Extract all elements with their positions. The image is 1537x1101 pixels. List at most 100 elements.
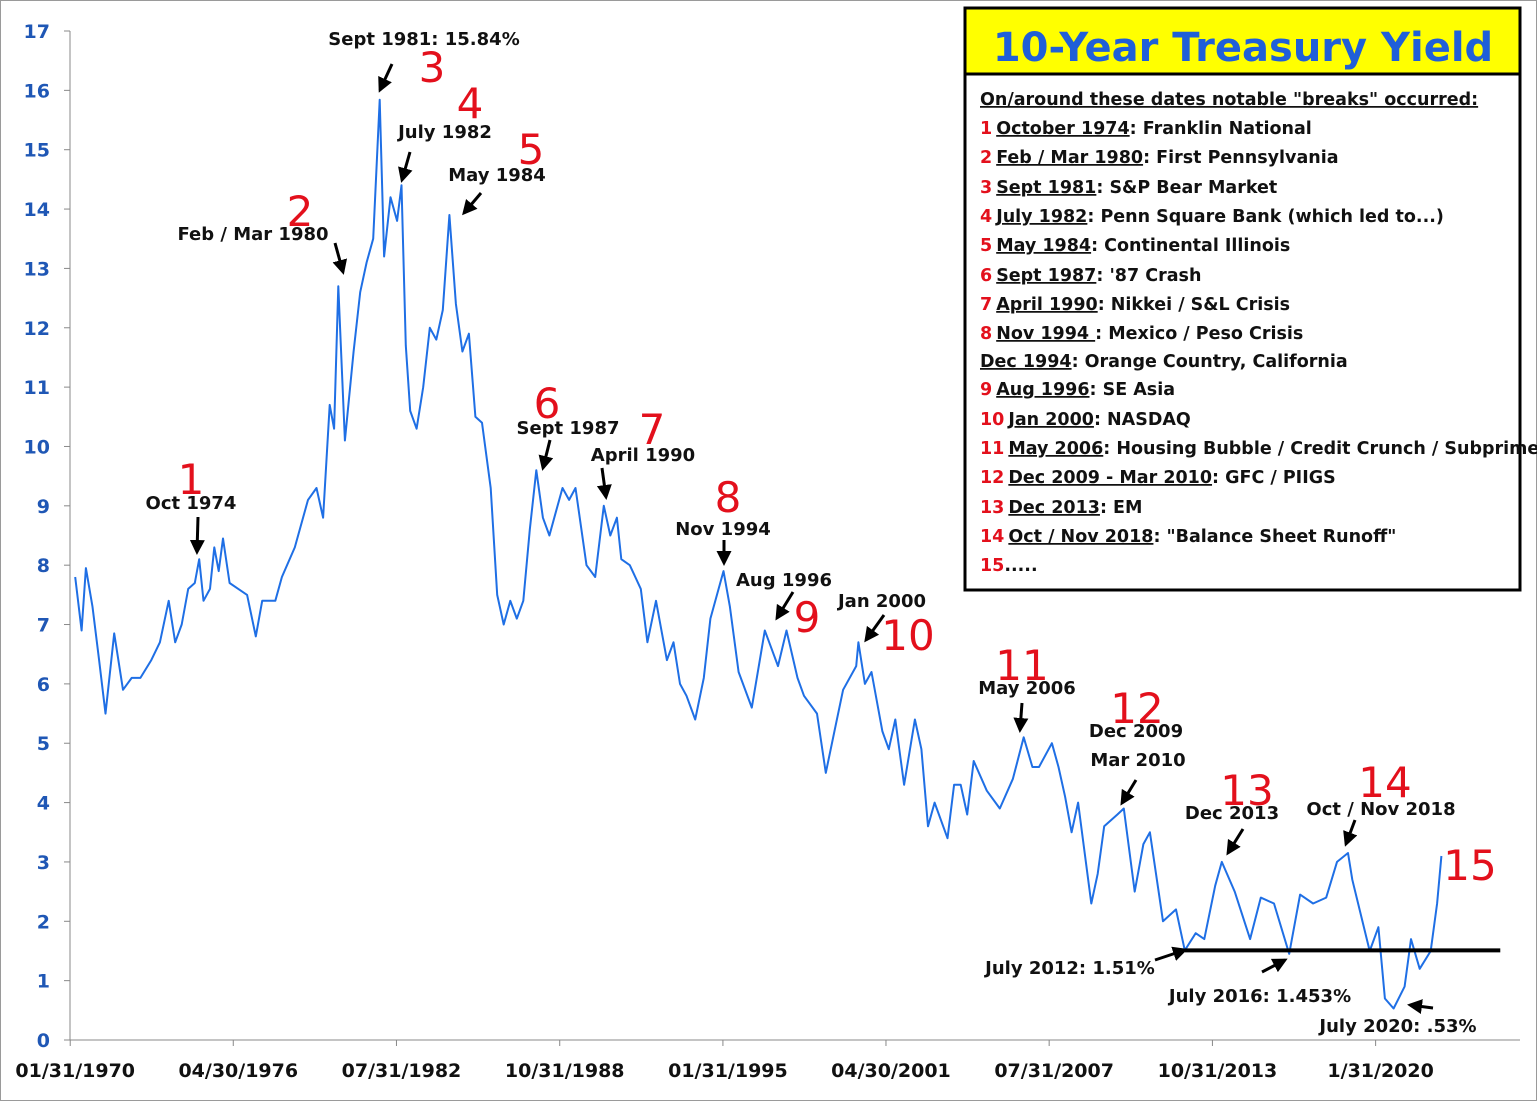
x-tick-label: 01/31/1970 (15, 1060, 135, 1082)
arrow (596, 467, 612, 500)
info-item: 7 April 1990: Nikkei / S&L Crisis (980, 295, 1290, 315)
break-number: 1 (178, 455, 205, 504)
annotation: Oct / Nov 2018 (1306, 799, 1455, 820)
item-date: April 1990 (996, 295, 1098, 315)
y-tick-label: 13 (24, 258, 50, 280)
item-number: 10 (980, 410, 1004, 430)
item-date: Nov 1994 (996, 324, 1095, 344)
arrow (864, 614, 886, 643)
info-item: 11 May 2006: Housing Bubble / Credit Crun… (980, 439, 1537, 459)
break-number: 15 (1443, 841, 1496, 890)
item-text: ..... (1004, 556, 1037, 576)
info-item: 5 May 1984: Continental Illinois (980, 236, 1290, 256)
annotation: July 2012: 1.51% (983, 958, 1155, 979)
annotation: July 2016: 1.453% (1167, 986, 1351, 1007)
item-date: Jan 2000 (1007, 410, 1094, 430)
y-tick-label: 15 (24, 140, 50, 162)
arrow (1343, 819, 1358, 847)
y-tick-label: 2 (37, 911, 50, 933)
item-number: 15 (980, 556, 1004, 576)
item-date: July 1982 (995, 207, 1087, 227)
y-tick-label: 14 (24, 199, 50, 221)
x-tick-label: 07/31/1982 (342, 1060, 462, 1082)
info-item: 13 Dec 2013: EM (980, 498, 1142, 518)
annotation: Nov 1994 (675, 519, 771, 540)
break-number: 4 (457, 79, 484, 128)
break-number: 10 (881, 611, 934, 660)
item-date: May 2006 (1008, 439, 1103, 459)
annotation: July 2020: .53% (1317, 1016, 1476, 1037)
item-text: : Continental Illinois (1091, 236, 1290, 256)
annotation: Sept 1981: 15.84% (328, 29, 519, 50)
item-text: : GFC / PIIGS (1212, 468, 1336, 488)
info-item: 1 October 1974: Franklin National (980, 119, 1312, 139)
item-number: 5 (980, 236, 992, 256)
x-tick-label: 10/31/2013 (1158, 1060, 1278, 1082)
arrow (398, 151, 413, 183)
info-item: 2 Feb / Mar 1980: First Pennsylvania (980, 148, 1339, 168)
item-date: Feb / Mar 1980 (996, 148, 1143, 168)
annotation: July 1982 (396, 122, 492, 143)
annotation: May 1984 (448, 165, 546, 186)
break-number: 14 (1358, 758, 1411, 807)
x-tick-label: 1/31/2020 (1327, 1060, 1433, 1082)
arrow (462, 192, 483, 216)
info-item: 6 Sept 1987: '87 Crash (980, 266, 1201, 286)
item-date: Sept 1981 (996, 178, 1096, 198)
item-number: 4 (980, 207, 992, 227)
x-tick-label: 04/30/1976 (178, 1060, 298, 1082)
info-item: 4 July 1982: Penn Square Bank (which led … (980, 207, 1444, 227)
annotation: Jan 2000 (836, 591, 926, 612)
item-text: : Penn Square Bank (which led to...) (1087, 207, 1444, 227)
item-number: 1 (980, 119, 992, 139)
item-number: 7 (980, 295, 992, 315)
arrow (1013, 702, 1029, 733)
x-tick-label: 07/31/2007 (994, 1060, 1114, 1082)
info-item: 15..... (980, 556, 1038, 576)
y-tick-label: 8 (37, 555, 50, 577)
annotation: April 1990 (591, 445, 695, 466)
arrow (775, 591, 795, 621)
break-number: 13 (1220, 766, 1273, 815)
item-text: : NASDAQ (1094, 410, 1191, 430)
y-tick-label: 7 (37, 615, 50, 637)
y-tick-label: 11 (24, 377, 50, 399)
item-text: : Franklin National (1130, 119, 1312, 139)
info-item: 9 Aug 1996: SE Asia (980, 380, 1175, 400)
item-text: : Nikkei / S&L Crisis (1098, 295, 1290, 315)
item-text: : Orange Country, California (1072, 352, 1348, 372)
arrow (1226, 828, 1245, 856)
yield-line (74, 98, 1443, 1010)
break-number: 3 (419, 43, 446, 92)
info-item: 14 Oct / Nov 2018: "Balance Sheet Runoff" (980, 527, 1396, 547)
break-number: 9 (794, 593, 821, 642)
item-number: 11 (980, 439, 1004, 459)
item-date: Dec 1994 (980, 352, 1072, 372)
y-tick-label: 4 (37, 793, 50, 815)
item-date: October 1974 (996, 119, 1129, 139)
arrow (1154, 946, 1188, 962)
info-heading: On/around these dates notable "breaks" o… (980, 90, 1478, 110)
item-text: : Housing Bubble / Credit Crunch / Subpr… (1103, 439, 1537, 459)
chart-title: 10-Year Treasury Yield (993, 25, 1493, 71)
item-number: 3 (980, 178, 992, 198)
y-tick-label: 6 (37, 674, 50, 696)
item-date: Sept 1987 (996, 266, 1096, 286)
item-number: 8 (980, 324, 992, 344)
info-box (963, 6, 1522, 592)
x-tick-label: 01/31/1995 (668, 1060, 788, 1082)
break-number: 6 (534, 379, 561, 428)
title-box (963, 6, 1522, 76)
item-text: : Mexico / Peso Crisis (1095, 324, 1303, 344)
item-date: Dec 2013 (1008, 498, 1100, 518)
item-number: 14 (980, 527, 1004, 547)
annotation: Sept 1987 (516, 418, 619, 439)
item-number: 13 (980, 498, 1004, 518)
item-text: : S&P Bear Market (1096, 178, 1277, 198)
y-tick-label: 12 (24, 318, 50, 340)
item-text: : SE Asia (1090, 380, 1176, 400)
item-date: Aug 1996 (996, 380, 1089, 400)
x-tick-label: 04/30/2001 (831, 1060, 951, 1082)
y-tick-label: 0 (37, 1030, 50, 1052)
